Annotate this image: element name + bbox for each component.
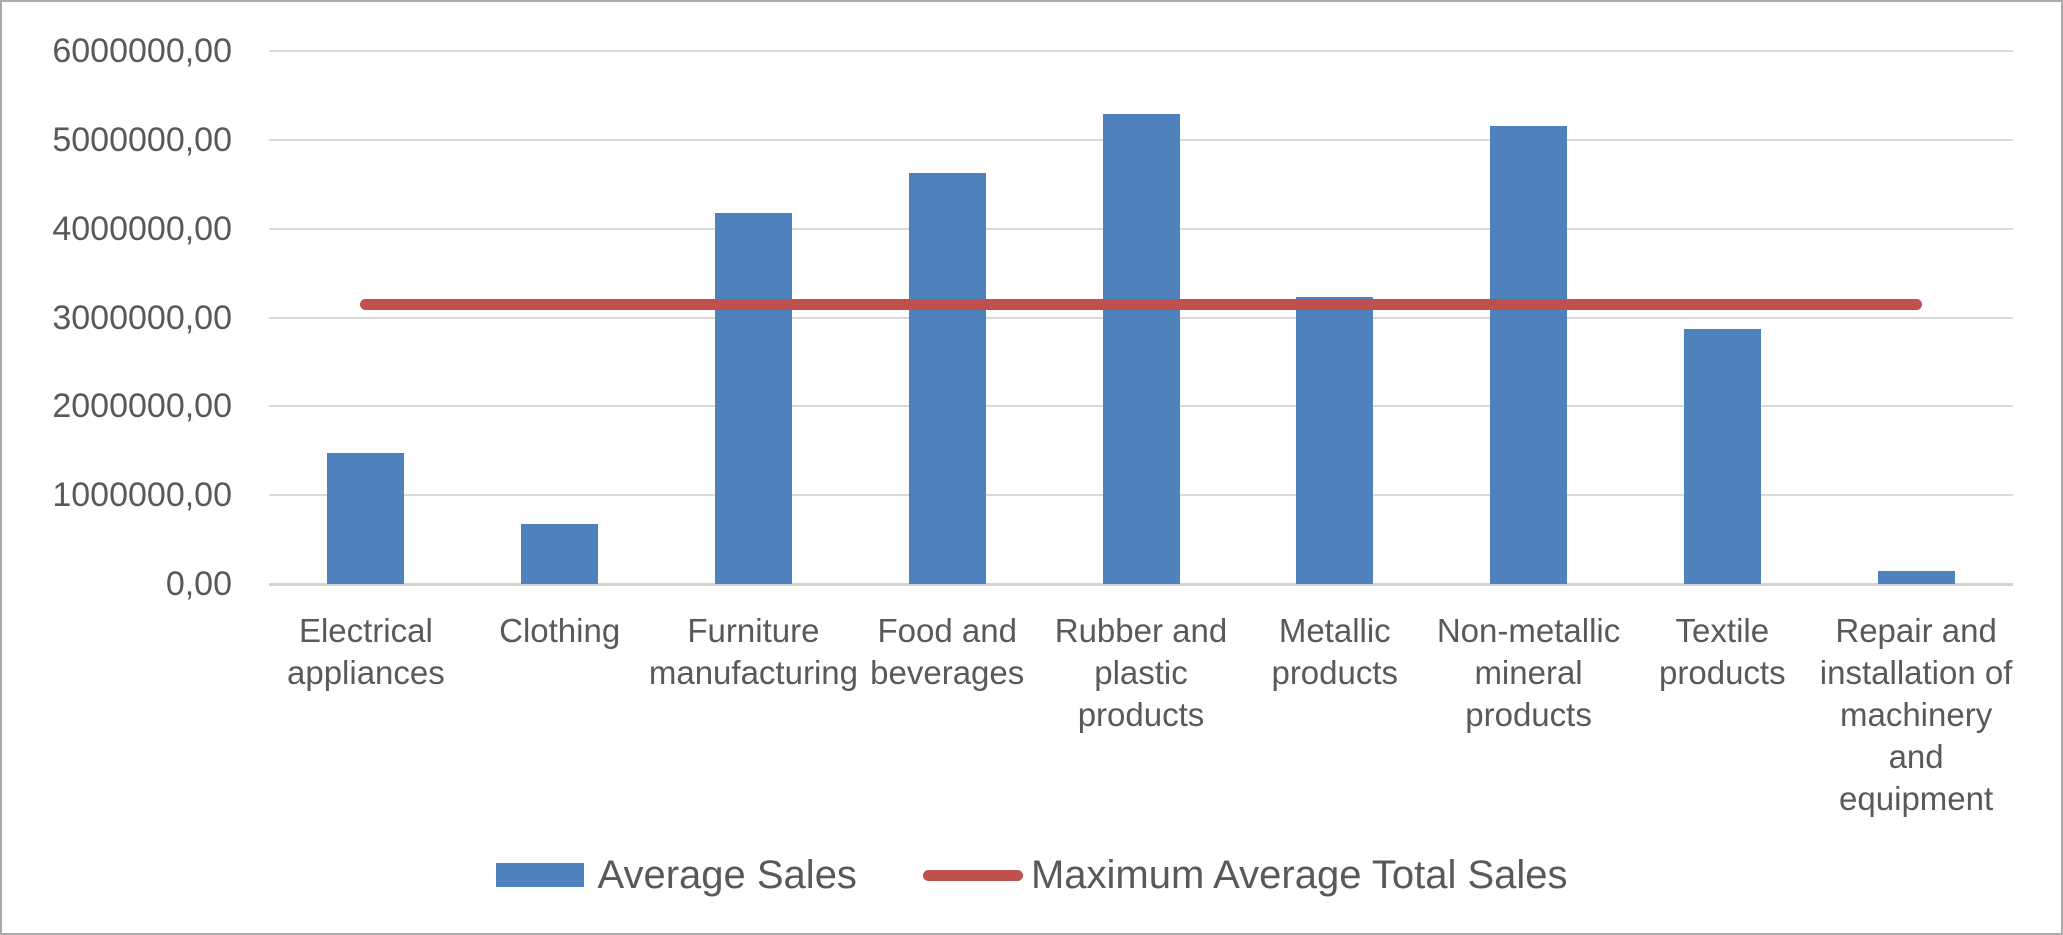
y-tick-label: 3000000,00 [52, 298, 232, 337]
y-axis: 0,00 1000000,00 2000000,00 3000000,00 400000… [2, 2, 236, 933]
bar-non-metallic [1490, 125, 1568, 584]
y-tick-label: 0,00 [165, 565, 232, 603]
x-category-label: Non-metallic mineral products [1436, 612, 1621, 733]
bar-rubber-and [1102, 114, 1180, 584]
average-sales-swatch-icon [495, 863, 584, 887]
legend-label-average-sales: Average Sales [597, 853, 857, 897]
bar-textile [1683, 329, 1761, 584]
maximum-average-total-sales-line-icon [922, 869, 1023, 881]
bar-repair-and [1877, 571, 1955, 584]
legend-label-maximum-average-total-sales: Maximum Average Total Sales [1030, 853, 1568, 897]
y-tick-label: 2000000,00 [52, 387, 232, 426]
bar-electrical [327, 452, 405, 584]
x-category-label: Clothing [499, 612, 621, 649]
legend-item-average-sales: Average Sales [495, 843, 857, 907]
x-category-label: Repair and installation of machinery and… [1819, 612, 2013, 817]
plot-area [269, 50, 2013, 586]
y-tick-label: 4000000,00 [52, 209, 232, 248]
y-tick-label: 6000000,00 [52, 32, 232, 70]
y-tick-label: 5000000,00 [52, 120, 232, 159]
maximum-average-total-sales-line [359, 298, 1923, 310]
x-category-label: Rubber and plastic products [1054, 612, 1228, 733]
legend-item-maximum-average-total-sales: Maximum Average Total Sales [922, 843, 1568, 907]
bar-metallic [1296, 297, 1374, 584]
legend: Average Sales Maximum Average Total Sale… [2, 840, 2061, 910]
y-tick-label: 1000000,00 [52, 476, 232, 515]
bar-clothing [521, 524, 599, 584]
x-category-label: Furniture manufacturing [648, 612, 858, 691]
bar-furniture [714, 212, 792, 584]
x-category-label: Electrical appliances [286, 612, 445, 691]
x-category-label: Food and beverages [870, 612, 1025, 691]
x-category-label: Metallic products [1271, 612, 1399, 691]
gridline [269, 50, 2013, 52]
x-axis-line [269, 583, 2013, 586]
bar-food-and [908, 172, 986, 584]
x-category-label: Textile products [1659, 612, 1786, 691]
